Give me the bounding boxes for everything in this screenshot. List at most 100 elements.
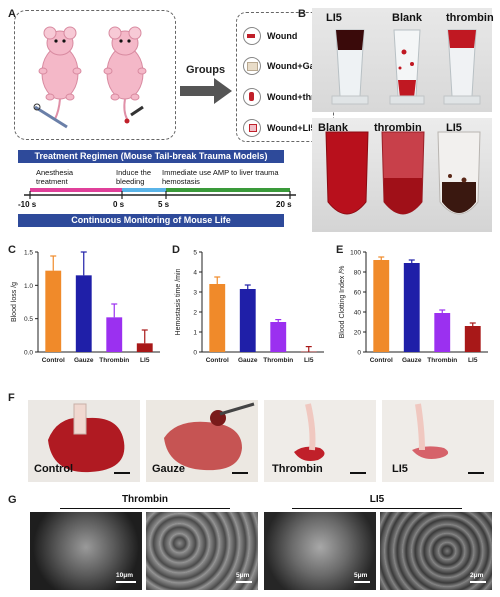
bar [300,351,317,353]
sem-scale-label-4: 2μm [470,572,484,579]
scale-bar-thrombin [350,472,366,474]
tube-bottom-label-blank: Blank [318,122,348,134]
chart-hemostasis-time: 0 1 2 3 4 5 Hemostasis time /min Control Gauze Th… [175,250,324,364]
sem-image-li5-high [380,512,492,590]
wound-icon [243,27,261,45]
sem-scale-bar-2 [236,581,252,583]
y-axis-label: Hemostasis time /min [175,268,182,335]
sem-image-thrombin-low [30,512,142,590]
x-tick-label: LI5 [304,357,314,364]
sem-divider-li5 [292,508,462,509]
phase-anesthesia: Anesthesia treatment [36,168,74,186]
y-tick-label: 1.0 [24,283,33,290]
y-tick-label: 5 [193,250,197,257]
bar [209,284,226,352]
y-tick-label: 0.5 [24,316,33,323]
tick-minus10: -10 s [18,200,37,209]
tick-5: 5 s [158,200,170,209]
tick-0: 0 s [113,200,125,209]
timeline-axis [24,188,296,199]
sem-scale-bar-1 [116,581,136,583]
thrombin-icon [243,88,261,106]
tubes-photo-top [312,8,492,112]
wound-label-thrombin: Thrombin [272,463,323,475]
y-tick-label: 40 [354,310,362,317]
bar [373,260,390,352]
groups-arrow-icon [180,78,232,104]
bar [270,322,287,352]
x-tick-label: Thrombin [99,357,129,364]
x-tick-label: LI5 [140,357,150,364]
y-tick-label: 100 [350,250,361,257]
bar [75,275,92,352]
x-tick-label: Control [370,357,393,364]
chart-blood-loss: 0.0 0.5 1.0 1.5 Blood loss /g Control Gauze Thr… [11,250,160,364]
y-tick-label: 60 [354,290,362,297]
wound-label-gauze: Gauze [152,463,186,475]
x-tick-label: Thrombin [263,357,293,364]
y-axis-label: Blood Clotting Index /% [339,266,346,339]
bar [106,317,123,352]
sem-image-li5-low [264,512,376,590]
panel-label-b: B [298,8,306,20]
y-tick-label: 80 [354,270,362,277]
sem-title-thrombin: Thrombin [121,494,169,505]
x-tick-label: Control [42,357,65,364]
panel-label-c: C [8,244,16,256]
tubes-photo-bottom [312,118,492,232]
sem-image-thrombin-high [146,512,258,590]
mice-illustration [14,10,176,140]
legend-item-gauze: Wound+Gauze [243,57,330,75]
wound-photo-gauze [146,400,258,482]
bar [434,313,451,352]
panel-label-d: D [172,244,180,256]
bar [464,326,481,352]
li5-icon [243,119,261,137]
y-axis-label: Blood loss /g [11,282,18,322]
sem-divider-thrombin [60,508,230,509]
y-tick-label: 2 [193,310,197,317]
y-tick-label: 20 [354,330,362,337]
wound-label-li5: LI5 [392,463,408,475]
monitor-banner: Continuous Monitoring of Mouse Life [18,214,284,227]
x-tick-label: Gauze [402,357,422,364]
bar [403,263,420,352]
phase-bleeding: Induce the bleeding [116,168,152,186]
phase-hemostasis: Immediate use AMP to liver trauma hemost… [162,168,279,186]
sem-scale-bar-3 [354,581,370,583]
legend-item-wound: Wound [243,27,297,45]
bar [45,270,62,352]
wound-label-control: Control [34,463,74,475]
y-tick-label: 3 [193,290,197,297]
tube-top-label-li5: LI5 [326,12,342,24]
sem-title-li5: LI5 [369,494,385,505]
panel-label-e: E [336,244,344,256]
gauze-icon [243,57,261,75]
sem-scale-bar-4 [470,581,486,583]
tube-bottom-label-li5: LI5 [446,122,462,134]
y-tick-label: 0 [193,350,197,357]
sem-scale-label-2: 5μm [236,572,250,579]
scale-bar-li5 [468,472,484,474]
timeline-bar-bleeding [122,188,166,192]
y-tick-label: 0 [357,350,361,357]
legend-item-li5: Wound+LI5 [243,119,316,137]
x-tick-label: Thrombin [427,357,457,364]
scale-bar-control [114,472,130,474]
tube-bottom-label-thrombin: thrombin [374,122,422,134]
y-tick-label: 1 [193,330,197,337]
panel-label-f: F [8,392,15,404]
panel-label-a: A [8,8,16,20]
timeline-bar-anesthesia [30,188,122,192]
tube-top-label-thrombin: thrombin [446,12,494,24]
tick-20: 20 s [276,200,292,209]
timeline-bar-hemostasis [166,188,290,192]
y-tick-label: 1.5 [24,250,33,257]
chart-clotting-index: 0 20 40 60 80 100 Blood Clotting Index /% Contr… [339,250,488,364]
x-tick-label: Gauze [238,357,258,364]
groups-legend: Wound Wound+Gauze Wound+thrombin Wound+L… [236,12,342,142]
sem-scale-label-1: 10μm [116,572,133,579]
y-tick-label: 4 [193,270,197,277]
wound-photo-control [28,400,140,482]
wound-photo-li5 [382,400,494,482]
